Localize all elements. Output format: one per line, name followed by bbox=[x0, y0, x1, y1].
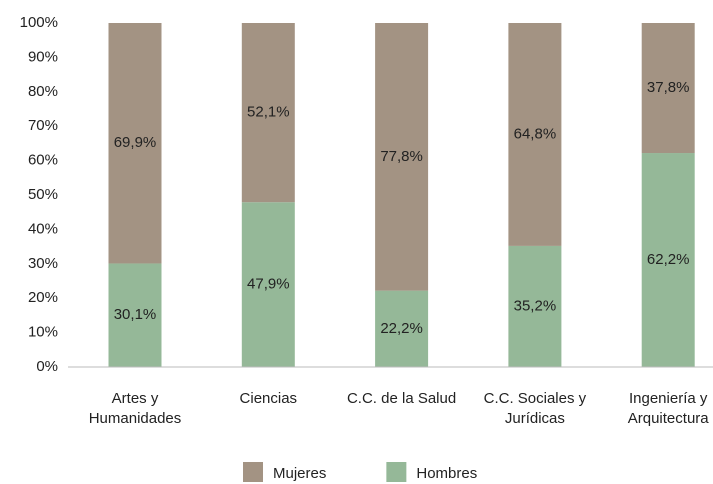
bar-segment bbox=[241, 23, 295, 203]
bar-segment bbox=[108, 23, 162, 264]
bar-segment bbox=[508, 23, 562, 246]
x-tick-label: Ciencias bbox=[239, 390, 298, 407]
y-tick-label: 40% bbox=[28, 220, 58, 237]
y-tick-label: 70% bbox=[28, 117, 58, 134]
value-label: 47,9% bbox=[247, 276, 290, 293]
value-label: 62,2% bbox=[647, 251, 690, 268]
value-label: 35,2% bbox=[514, 297, 557, 314]
x-tick-label: Ingeniería y Arquitectura bbox=[627, 390, 709, 427]
y-tick-label: 10% bbox=[28, 324, 58, 341]
value-label: 52,1% bbox=[247, 104, 290, 121]
y-tick-label: 80% bbox=[28, 83, 58, 100]
value-label: 69,9% bbox=[114, 134, 157, 151]
y-tick-label: 20% bbox=[28, 289, 58, 306]
bar-segment bbox=[108, 263, 162, 367]
legend-swatch bbox=[386, 462, 407, 482]
legend-label: Hombres bbox=[416, 465, 477, 482]
y-tick-label: 60% bbox=[28, 152, 58, 169]
y-tick-label: 100% bbox=[20, 14, 58, 31]
value-label: 30,1% bbox=[114, 306, 157, 323]
y-tick-label: 50% bbox=[28, 186, 58, 203]
x-tick-label: C.C. de la Salud bbox=[346, 390, 457, 407]
x-tick-label: Artes y Humanidades bbox=[88, 390, 182, 427]
value-label: 37,8% bbox=[647, 79, 690, 96]
legend-label: Mujeres bbox=[273, 465, 326, 482]
value-label: 64,8% bbox=[514, 125, 557, 142]
bar-segment bbox=[641, 23, 695, 154]
bar-segment bbox=[375, 290, 429, 367]
bar-segment bbox=[641, 153, 695, 367]
x-tick-label: C.C. Sociales y Jurídicas bbox=[483, 390, 587, 427]
y-tick-label: 30% bbox=[28, 255, 58, 272]
legend-swatch bbox=[243, 462, 263, 482]
bar-segment bbox=[241, 202, 295, 367]
bar-segment bbox=[508, 245, 562, 367]
y-tick-label: 90% bbox=[28, 48, 58, 65]
value-label: 22,2% bbox=[380, 320, 423, 337]
value-label: 77,8% bbox=[380, 148, 423, 165]
bar-segment bbox=[375, 23, 429, 291]
y-tick-label: 0% bbox=[36, 358, 58, 375]
